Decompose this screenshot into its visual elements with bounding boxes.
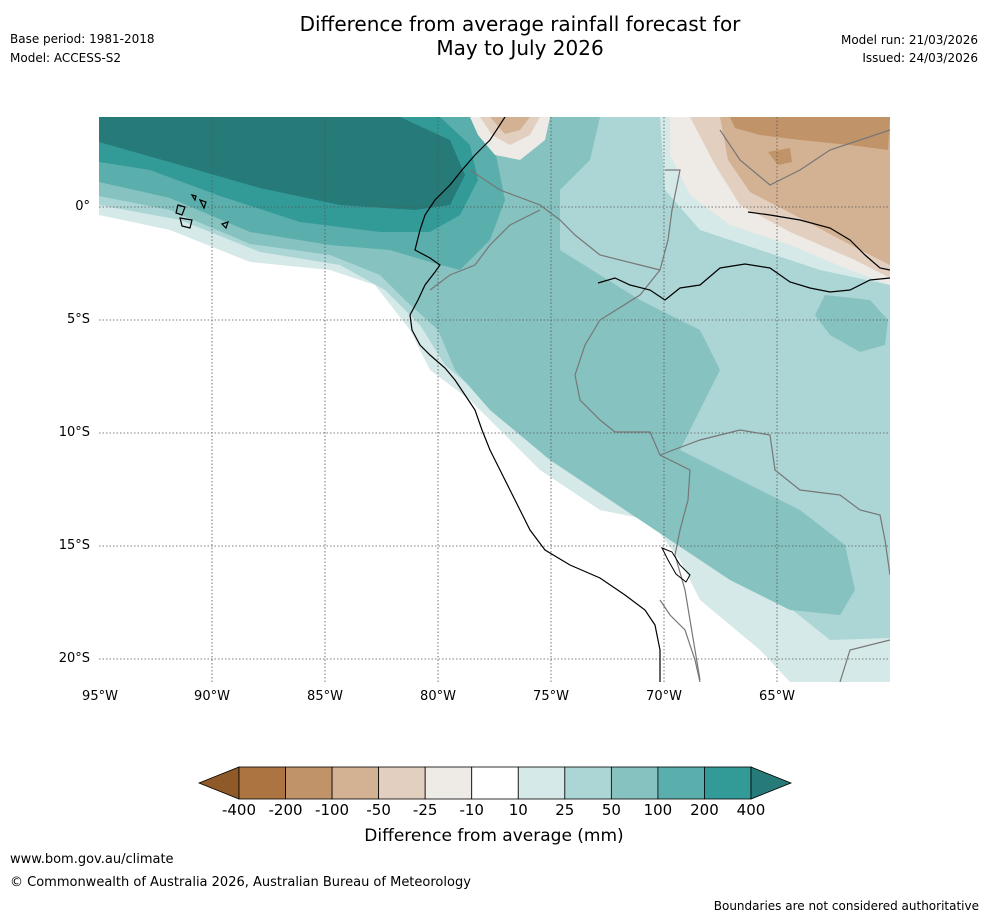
lon-label-90w: 90°W <box>194 689 230 704</box>
legend-tick-label: 200 <box>690 801 719 819</box>
model-run-date: Model run: 21/03/2026 <box>840 33 978 47</box>
map-area <box>99 117 890 682</box>
legend-swatch <box>564 766 612 800</box>
lon-label-65w: 65°W <box>759 689 795 704</box>
lat-label-20s: 20°S <box>58 651 90 666</box>
border-paraguay <box>839 639 890 682</box>
lat-label-15s: 15°S <box>58 538 90 553</box>
legend-tick-label: 10 <box>508 801 528 819</box>
border-colombia-brazil <box>659 169 681 271</box>
border-chile-bolivia <box>659 599 701 682</box>
island-2 <box>179 217 193 229</box>
legend-tick-label: 100 <box>643 801 673 819</box>
border-peru-brazil <box>574 269 701 681</box>
legend-tick-label: -25 <box>412 801 438 819</box>
coastlines <box>409 117 890 682</box>
legend-colorbar <box>197 766 793 800</box>
base-period: Base period: 1981-2018 <box>10 32 155 46</box>
legend-tick-label: 25 <box>555 801 575 819</box>
legend-tick-label: -200 <box>268 801 303 819</box>
lon-label-80w: 80°W <box>420 689 456 704</box>
border-bolivia-brazil <box>659 429 890 576</box>
lat-label-5s: 5°S <box>66 312 90 327</box>
legend-swatch <box>610 766 659 800</box>
boundaries-disclaimer: Boundaries are not considered authoritat… <box>713 899 979 913</box>
map-title: Difference from average rainfall forecas… <box>0 12 988 60</box>
border-venezuela <box>719 129 890 186</box>
model-name: Model: ACCESS-S2 <box>10 51 122 65</box>
island-5 <box>190 194 197 202</box>
lat-label-0: 0° <box>75 199 90 214</box>
legend-swatch <box>238 766 286 800</box>
legend-swatch <box>285 766 333 800</box>
legend-title: Difference from average (mm) <box>364 826 624 846</box>
galapagos-islands <box>175 194 229 230</box>
legend-swatch <box>517 766 566 800</box>
legend-swatch <box>704 766 752 800</box>
lon-label-85w: 85°W <box>307 689 343 704</box>
issued-date: Issued: 24/03/2026 <box>862 51 978 65</box>
legend-swatch <box>331 766 380 800</box>
website-link[interactable]: www.bom.gov.au/climate <box>10 852 174 867</box>
wet-band-50-100 <box>99 117 855 615</box>
lat-label-10s: 10°S <box>58 425 90 440</box>
lake-titicaca <box>660 547 691 583</box>
amazon-river <box>597 263 890 301</box>
legend-extend-low <box>197 766 240 800</box>
dry-band-100-200 <box>730 117 890 150</box>
wet-band-over-400 <box>99 117 465 210</box>
country-borders <box>429 129 890 682</box>
coastline-pacific <box>409 117 661 682</box>
dry-band-north-core <box>490 117 530 134</box>
lon-label-75w: 75°W <box>533 689 569 704</box>
legend-tick-label: -400 <box>221 801 257 819</box>
wet-band-50-100-east <box>815 295 888 352</box>
island-4 <box>220 221 229 230</box>
island-1 <box>175 204 186 216</box>
legend-tick-label: -10 <box>459 801 484 819</box>
border-peru-north <box>429 209 541 291</box>
border-ecuador-colombia-peru <box>469 169 661 271</box>
legend-extend-high <box>750 766 793 800</box>
legend-tick-label: 50 <box>601 801 621 819</box>
orinoco-coast <box>747 211 890 271</box>
legend-swatch <box>378 766 426 800</box>
legend-tick-label: -50 <box>366 801 391 819</box>
legend-tick-label: -100 <box>315 801 350 819</box>
legend-swatch <box>657 766 705 800</box>
copyright-notice: © Commonwealth of Australia 2026, Austra… <box>10 875 471 890</box>
title-line-1: Difference from average rainfall forecas… <box>299 12 741 36</box>
lon-label-70w: 70°W <box>646 689 682 704</box>
dry-band-50-100 <box>720 117 890 265</box>
legend-swatch <box>424 766 473 800</box>
title-line-2: May to July 2026 <box>436 36 604 60</box>
dry-band-100-200-spot <box>768 148 792 165</box>
legend-swatch <box>471 766 519 800</box>
legend-tick-label: 400 <box>736 801 766 819</box>
lon-label-95w: 95°W <box>82 689 118 704</box>
island-3 <box>198 198 207 210</box>
